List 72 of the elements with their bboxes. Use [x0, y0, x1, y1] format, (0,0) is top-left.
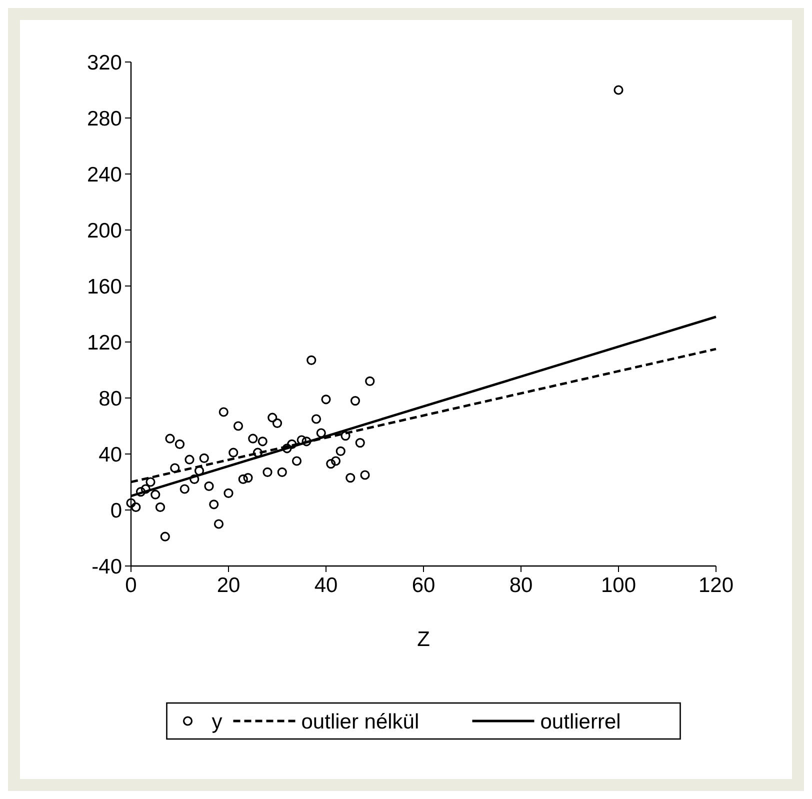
point	[346, 473, 356, 483]
point	[321, 394, 331, 404]
point	[365, 376, 375, 386]
point	[306, 355, 316, 365]
point	[316, 428, 326, 438]
point	[340, 431, 350, 441]
point	[272, 418, 282, 428]
y-tick-label: 240	[86, 163, 122, 186]
point	[302, 436, 312, 446]
point	[614, 85, 624, 95]
point	[360, 470, 370, 480]
x-tick-label: 100	[600, 574, 636, 597]
y-tick-label: 40	[98, 443, 122, 466]
y-tick-label: 200	[86, 219, 122, 242]
x-axis-title: Z	[417, 628, 430, 651]
point	[174, 439, 185, 449]
legend-label: outlierrel	[540, 710, 621, 734]
point	[330, 456, 341, 466]
point	[126, 498, 136, 508]
point	[199, 453, 209, 463]
point	[287, 439, 297, 449]
legend-label: y	[212, 710, 223, 734]
y-tick-label: 320	[86, 51, 122, 74]
point	[296, 435, 306, 445]
point	[180, 484, 190, 494]
point	[155, 502, 166, 512]
point	[140, 484, 150, 494]
point	[282, 444, 292, 454]
y-tick-label: 120	[86, 331, 122, 354]
point	[136, 487, 146, 497]
point	[292, 456, 302, 466]
point	[248, 434, 258, 444]
point	[243, 473, 253, 483]
point	[160, 532, 170, 542]
x-tick-label: 120	[698, 574, 734, 597]
y-tick-label: 160	[86, 275, 122, 298]
x-tick-label: 20	[216, 574, 240, 597]
y-tick-label: 280	[86, 107, 122, 130]
point	[209, 500, 219, 510]
point	[228, 448, 238, 458]
x-tick-label: 40	[314, 574, 338, 597]
x-tick-label: 0	[125, 574, 137, 597]
point	[355, 438, 365, 448]
point	[204, 481, 214, 491]
point	[277, 467, 287, 477]
point	[258, 436, 268, 446]
point	[165, 434, 175, 444]
point	[194, 466, 204, 476]
y-tick-label: 0	[110, 499, 122, 522]
point	[218, 407, 228, 417]
point	[350, 396, 360, 406]
point	[233, 421, 244, 431]
y-tick-label: 80	[98, 387, 122, 410]
x-tick-label: 80	[509, 574, 533, 597]
point	[326, 459, 336, 469]
point	[184, 454, 194, 464]
point	[214, 519, 224, 529]
point	[131, 502, 141, 512]
point	[146, 477, 156, 487]
point	[268, 412, 278, 422]
point	[311, 414, 322, 424]
point	[252, 448, 263, 458]
y-tick-label: -40	[92, 555, 122, 578]
legend-label: outlier nélkül	[301, 710, 420, 734]
point	[262, 467, 272, 477]
point	[170, 463, 180, 473]
point	[224, 488, 234, 498]
point	[336, 446, 346, 456]
x-tick-label: 60	[412, 574, 436, 597]
point	[190, 474, 200, 484]
point	[238, 474, 248, 484]
point	[150, 490, 160, 500]
